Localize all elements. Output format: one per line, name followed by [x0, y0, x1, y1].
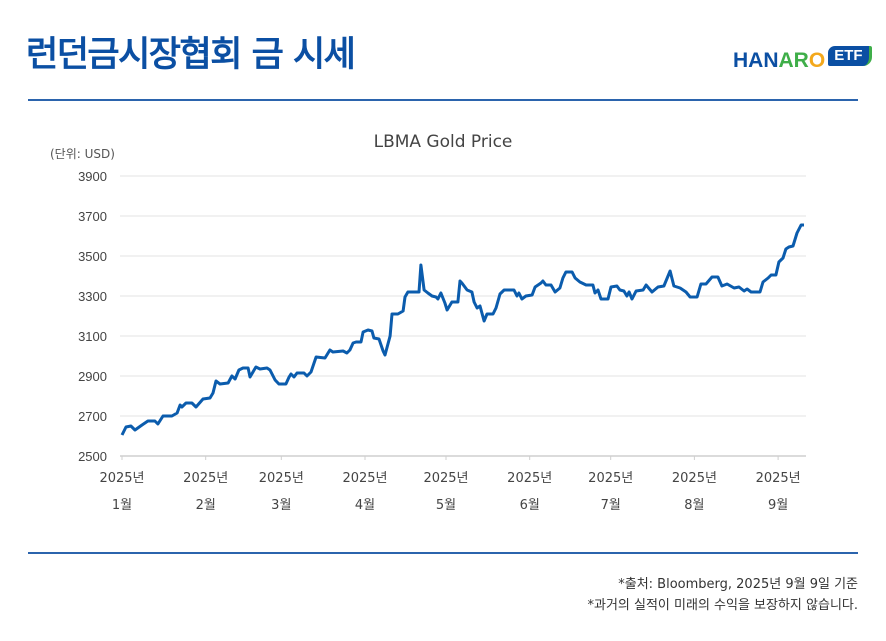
- x-tick-year: 2025년: [99, 471, 144, 486]
- footer-divider: [28, 552, 858, 554]
- x-tick-month: 6월: [520, 498, 540, 513]
- x-tick-month: 1월: [112, 498, 132, 513]
- x-tick-year: 2025년: [672, 471, 717, 486]
- logo-text-2: AR: [778, 49, 809, 72]
- logo-etf-badge: ETF: [828, 46, 872, 66]
- x-tick-month: 5월: [436, 498, 456, 513]
- x-tick-month: 9월: [768, 498, 788, 513]
- x-tick-month: 3월: [271, 498, 291, 513]
- unit-label: (단위: USD): [50, 147, 115, 161]
- gold-price-line: [120, 223, 804, 436]
- x-tick-month: 7월: [601, 498, 621, 513]
- y-tick-label: 2700: [78, 409, 107, 424]
- logo-text-1: HAN: [733, 49, 779, 72]
- x-tick-month: 2월: [196, 498, 216, 513]
- y-tick-label: 3100: [78, 329, 107, 344]
- disclaimer-note: *과거의 실적이 미래의 수익을 보장하지 않습니다.: [587, 598, 859, 613]
- y-tick-label: 3500: [78, 249, 107, 264]
- y-tick-label: 3900: [78, 169, 107, 184]
- chart-title: LBMA Gold Price: [373, 132, 513, 152]
- y-tick-label: 3300: [78, 289, 107, 304]
- x-tick-month: 8월: [684, 498, 704, 513]
- x-tick-year: 2025년: [756, 471, 801, 486]
- x-tick-year: 2025년: [507, 471, 552, 486]
- y-tick-label: 3700: [78, 209, 107, 224]
- x-tick-year: 2025년: [423, 471, 468, 486]
- header-divider: [28, 99, 858, 101]
- hanaro-etf-logo: HAN AR O ETF: [733, 46, 872, 74]
- x-tick-year: 2025년: [588, 471, 633, 486]
- x-tick-year: 2025년: [183, 471, 228, 486]
- y-tick-label: 2500: [78, 449, 107, 464]
- y-tick-label: 2900: [78, 369, 107, 384]
- x-tick-year: 2025년: [342, 471, 387, 486]
- x-tick-year: 2025년: [259, 471, 304, 486]
- source-note: *출처: Bloomberg, 2025년 9월 9일 기준: [618, 577, 858, 592]
- logo-text-3: O: [808, 49, 826, 72]
- x-tick-month: 4월: [355, 498, 375, 513]
- page-title: 런던금시장협회 금 시세: [26, 35, 356, 75]
